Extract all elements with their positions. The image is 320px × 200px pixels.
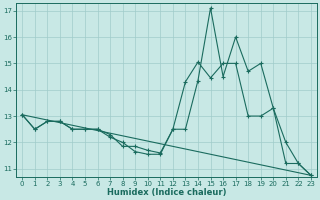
X-axis label: Humidex (Indice chaleur): Humidex (Indice chaleur) — [107, 188, 226, 197]
